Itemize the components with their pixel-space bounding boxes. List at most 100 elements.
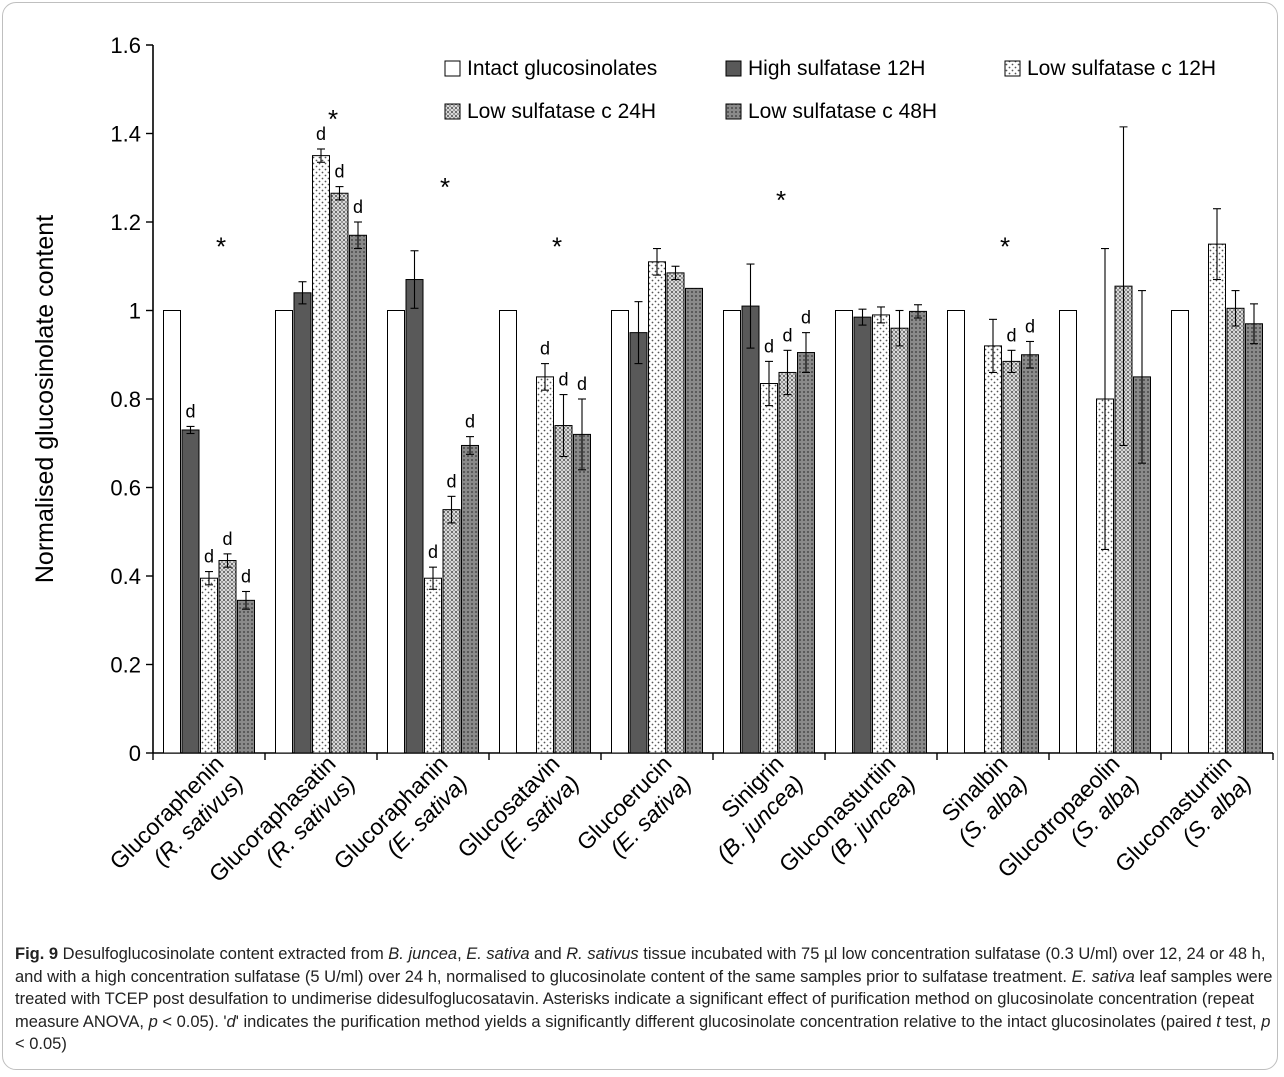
legend-label: Intact glucosinolates <box>467 57 657 80</box>
significance-label: d <box>782 325 792 345</box>
caption-text: ' indicates the purification method yiel… <box>235 1012 1217 1031</box>
bar <box>797 352 815 754</box>
bar <box>293 292 312 754</box>
significance-asterisk: * <box>552 232 562 262</box>
y-tick-label: 1.4 <box>110 122 141 147</box>
significance-label: d <box>1006 325 1016 345</box>
legend-swatch <box>1004 60 1021 77</box>
category-label: Glucosatavin(E. sativa) <box>452 750 584 862</box>
legend-label: High sulfatase 12H <box>748 57 925 80</box>
caption-text: and <box>529 945 567 963</box>
bar <box>200 577 218 754</box>
category-label: Sinalbin(S. alba) <box>936 750 1032 850</box>
category-label: Gluconasturtiin(S. alba) <box>1110 750 1257 877</box>
bar <box>181 429 200 754</box>
bar <box>909 310 927 754</box>
caption-text: test, <box>1220 1012 1262 1031</box>
bar <box>330 192 349 754</box>
significance-label: d <box>1025 316 1035 336</box>
significance-label: d <box>353 197 363 217</box>
bar <box>648 261 666 754</box>
bar <box>536 376 554 754</box>
bar <box>890 327 909 754</box>
y-tick-label: 0.4 <box>110 564 141 589</box>
significance-label: d <box>540 339 550 359</box>
significance-label: d <box>764 336 774 356</box>
bar <box>629 332 648 754</box>
bar <box>723 310 741 754</box>
significance-label: d <box>465 412 475 432</box>
caption-label: Fig. 9 <box>15 945 59 963</box>
bar <box>1226 307 1245 754</box>
bar <box>424 577 442 754</box>
caption-text: leaf samples were treated with TCEP post… <box>15 967 1273 1031</box>
y-tick-label: 0.8 <box>110 387 141 412</box>
caption-text: < 0.05) <box>15 1035 67 1053</box>
bar <box>461 444 479 754</box>
caption-text: d <box>226 1012 236 1031</box>
bar <box>947 310 965 754</box>
bar <box>554 425 573 754</box>
y-tick-label: 1.6 <box>110 33 141 58</box>
figure-caption: Fig. 9 Desulfoglucosinolate content extr… <box>15 943 1273 1056</box>
bar <box>349 234 367 754</box>
significance-label: d <box>204 547 214 567</box>
bar <box>1002 360 1021 754</box>
significance-label: d <box>241 566 251 586</box>
category-label: Glucoraphanin(E. sativa) <box>328 750 472 874</box>
bar <box>1208 243 1226 754</box>
category-label: Gluconasturtiin(B. juncea) <box>774 750 921 877</box>
caption-text: R. sativus <box>566 945 639 963</box>
bar <box>573 433 591 754</box>
bar <box>984 345 1002 754</box>
legend-label: Low sulfatase c 48H <box>748 100 937 123</box>
bar <box>499 310 517 754</box>
significance-label: d <box>316 124 326 144</box>
bar <box>1245 323 1263 754</box>
bar <box>237 599 255 754</box>
caption-text: t <box>1216 1012 1221 1031</box>
caption-text: tissue incubated with 75 µl low concentr… <box>15 945 1266 986</box>
caption-text: E. sativa <box>466 945 530 963</box>
bar <box>1059 310 1077 754</box>
significance-label: d <box>577 374 587 394</box>
legend-swatch <box>725 60 742 77</box>
caption-text: < 0.05). ' <box>157 1012 227 1031</box>
bar <box>405 279 424 754</box>
significance-label: d <box>334 162 344 182</box>
bar <box>835 310 853 754</box>
significance-label: d <box>558 370 568 390</box>
caption-text: , <box>457 945 467 963</box>
bar <box>778 371 797 754</box>
bar <box>853 316 872 754</box>
significance-asterisk: * <box>776 185 786 215</box>
caption-text: E. sativa <box>1071 967 1135 986</box>
y-tick-label: 0 <box>129 741 141 766</box>
significance-label: d <box>446 471 456 491</box>
bar <box>666 272 685 754</box>
legend: Intact glucosinolates High sulfatase 12H L… <box>444 57 1216 123</box>
legend-swatch <box>444 60 461 77</box>
y-tick-label: 1 <box>129 299 141 324</box>
bar <box>163 310 181 754</box>
bar <box>685 287 703 754</box>
bar <box>1171 310 1189 754</box>
caption-text: Desulfoglucosinolate content extracted f… <box>58 945 389 963</box>
y-axis-label: Normalised glucosinolate content <box>31 215 59 583</box>
axes: 0 0.2 0.4 0.6 0.8 1 1.2 1.4 1.6 Normalised glucos… <box>31 33 1274 766</box>
significance-asterisk: * <box>440 172 450 202</box>
bar <box>312 155 330 754</box>
significance-label: d <box>185 401 195 421</box>
caption-text: p <box>148 1012 158 1031</box>
legend-label: Low sulfatase c 12H <box>1027 57 1216 80</box>
bar <box>387 310 405 754</box>
significance-asterisk: * <box>216 232 226 262</box>
bar <box>760 383 778 754</box>
bar <box>741 305 760 754</box>
y-tick-label: 1.2 <box>110 210 141 235</box>
caption-text: p <box>1261 1012 1271 1031</box>
significance-label: d <box>801 308 811 328</box>
bar <box>442 509 461 754</box>
bars-layer <box>163 126 1263 754</box>
